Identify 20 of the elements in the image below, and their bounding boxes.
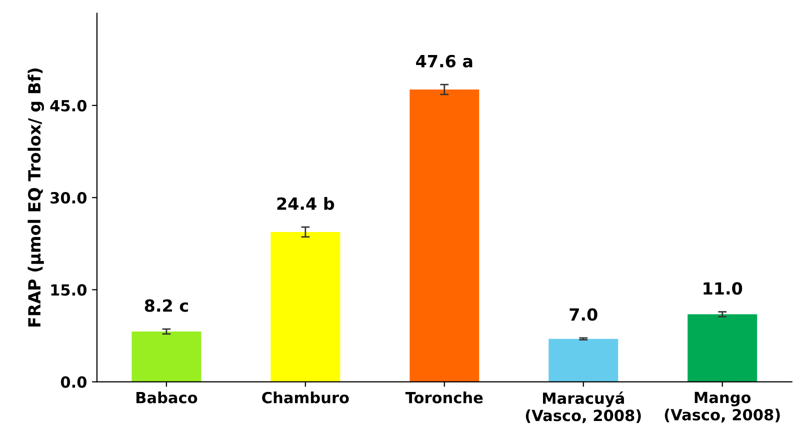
bar [410,89,480,382]
x-tick-label: Chamburo [262,392,349,404]
x-tick-label: Mango (Vasco, 2008) [664,392,780,422]
bar [688,314,758,382]
data-label: 47.6 a [416,54,472,68]
y-axis-title: FRAP (µmol EQ Trolox/ g Bf) [28,68,44,327]
y-tick-label: 30.0 [50,192,87,204]
data-label: 8.2 c [144,299,188,312]
data-label: 11.0 [704,282,742,295]
bar [270,232,340,382]
x-tick-label: Toronche [405,392,483,404]
x-tick-label: Babaco [136,392,198,404]
data-label: 7.0 [570,308,598,321]
bar [548,338,618,382]
x-tick-label: Maracuyá (Vasco, 2008) [526,392,641,424]
y-tick-label: 45.0 [50,100,87,112]
y-tick-label: 15.0 [51,284,87,296]
data-label: 24.4 b [277,197,334,210]
bar [132,331,202,382]
y-tick-label: 0.0 [60,376,87,388]
